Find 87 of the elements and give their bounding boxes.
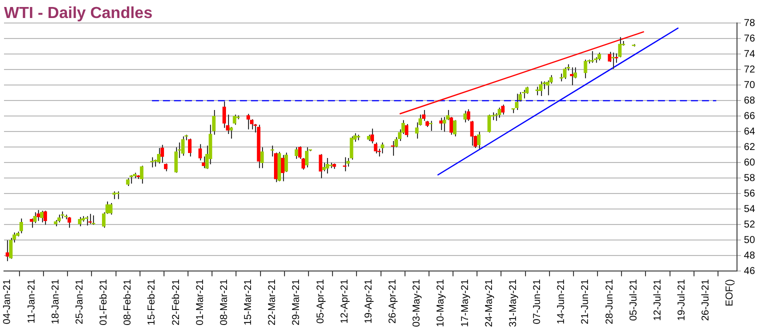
candlestick bbox=[6, 240, 10, 262]
x-tick-label: 08-Feb-21 bbox=[122, 278, 134, 326]
y-tick-label: 74 bbox=[744, 48, 756, 60]
y-tick-label: 72 bbox=[744, 64, 756, 76]
x-tick-label: 22-Feb-21 bbox=[170, 278, 182, 326]
x-tick-label: 15-Mar-21 bbox=[243, 278, 254, 326]
candlestick bbox=[538, 80, 543, 97]
candlestick bbox=[350, 136, 354, 160]
candlestick bbox=[88, 213, 92, 224]
x-tick-label: 28-Jun-21 bbox=[604, 278, 616, 324]
x-tick-label: 08-Mar-21 bbox=[218, 278, 230, 326]
candlestick bbox=[36, 209, 40, 222]
y-tick-label: 68 bbox=[744, 95, 756, 106]
y-tick-label: 58 bbox=[744, 172, 756, 184]
x-tick-label: 29-Mar-21 bbox=[291, 278, 302, 326]
x-tick-label: 25-Jan-21 bbox=[74, 278, 86, 324]
x-tick-label: EOF() bbox=[724, 279, 736, 306]
x-tick-label: 05-Jul-21 bbox=[628, 278, 640, 321]
candlestick bbox=[33, 212, 37, 224]
candlestick bbox=[150, 156, 154, 168]
x-tick-label: 15-Feb-21 bbox=[146, 278, 158, 326]
candlestick bbox=[43, 210, 48, 226]
candlestick bbox=[84, 216, 88, 226]
x-tick-label: 12-Jul-21 bbox=[652, 278, 664, 321]
candlestick bbox=[78, 216, 82, 227]
x-tick-label: 04-Jan-21 bbox=[2, 278, 14, 324]
candlestick bbox=[563, 66, 567, 80]
candlestick bbox=[318, 154, 322, 179]
x-tick-label: 26-Apr-21 bbox=[388, 278, 399, 324]
x-tick-label: 31-May-21 bbox=[508, 278, 519, 328]
candlestick bbox=[304, 146, 309, 168]
x-tick-label: 07-Jun-21 bbox=[532, 278, 544, 324]
candlestick bbox=[608, 51, 612, 62]
x-tick-label: 11-Jan-21 bbox=[26, 278, 38, 324]
y-tick-label: 56 bbox=[744, 188, 756, 200]
y-tick-label: 48 bbox=[744, 250, 756, 262]
x-tick-label: 01-Feb-21 bbox=[98, 278, 110, 326]
candlestick bbox=[452, 120, 457, 137]
x-tick-label: 01-Mar-21 bbox=[194, 278, 206, 326]
candlestick bbox=[584, 59, 588, 79]
y-tick-label: 60 bbox=[744, 157, 756, 168]
y-tick-label: 52 bbox=[744, 219, 756, 230]
candlestick bbox=[294, 146, 298, 160]
y-tick-label: 66 bbox=[744, 110, 756, 122]
x-tick-label: 10-May-21 bbox=[436, 278, 447, 328]
x-tick-label: 12-Apr-21 bbox=[339, 278, 350, 324]
x-tick-label: 14-Jun-21 bbox=[556, 278, 568, 324]
candlestick bbox=[390, 140, 395, 156]
x-tick-label: 21-Jun-21 bbox=[580, 278, 592, 324]
candlestick bbox=[108, 202, 112, 216]
candlestick bbox=[614, 52, 618, 64]
candlestick bbox=[160, 144, 164, 164]
candlestick bbox=[463, 110, 467, 123]
y-tick-label: 50 bbox=[744, 234, 756, 246]
x-tick-label: 17-May-21 bbox=[460, 278, 471, 328]
y-tick-label: 62 bbox=[744, 142, 756, 153]
y-tick-label: 46 bbox=[744, 266, 756, 277]
candlestick bbox=[140, 165, 144, 184]
x-tick-label: 05-Apr-21 bbox=[315, 278, 326, 324]
candlestick bbox=[157, 147, 161, 164]
candlestick bbox=[611, 52, 615, 70]
y-tick-label: 54 bbox=[744, 204, 756, 215]
x-tick-label: 19-Jul-21 bbox=[676, 278, 688, 321]
x-tick-label: 18-Jan-21 bbox=[50, 278, 62, 324]
candlestick bbox=[30, 218, 34, 228]
x-tick-label: 26-Jul-21 bbox=[700, 278, 712, 321]
candlestick bbox=[498, 107, 502, 118]
y-tick-label: 70 bbox=[744, 80, 756, 91]
candlestick bbox=[380, 142, 384, 154]
candlestick bbox=[466, 108, 470, 122]
candlestick bbox=[470, 120, 474, 146]
y-tick-label: 76 bbox=[744, 33, 756, 44]
candlestick bbox=[174, 146, 178, 174]
x-tick-label: 24-May-21 bbox=[484, 278, 495, 328]
candlestick bbox=[326, 158, 330, 174]
candlestick bbox=[428, 120, 432, 132]
x-tick-label: 03-May-21 bbox=[412, 278, 423, 328]
x-tick-label: 22-Mar-21 bbox=[267, 278, 278, 326]
candlestick bbox=[404, 123, 408, 138]
y-tick-label: 78 bbox=[744, 18, 756, 29]
candlestick bbox=[442, 116, 446, 132]
chart-title: WTI - Daily Candles bbox=[4, 5, 153, 22]
y-tick-label: 64 bbox=[744, 126, 756, 138]
candlestick bbox=[439, 117, 443, 131]
candlestick bbox=[487, 114, 491, 133]
candlestick bbox=[188, 138, 192, 157]
x-tick-label: 19-Apr-21 bbox=[363, 278, 374, 324]
